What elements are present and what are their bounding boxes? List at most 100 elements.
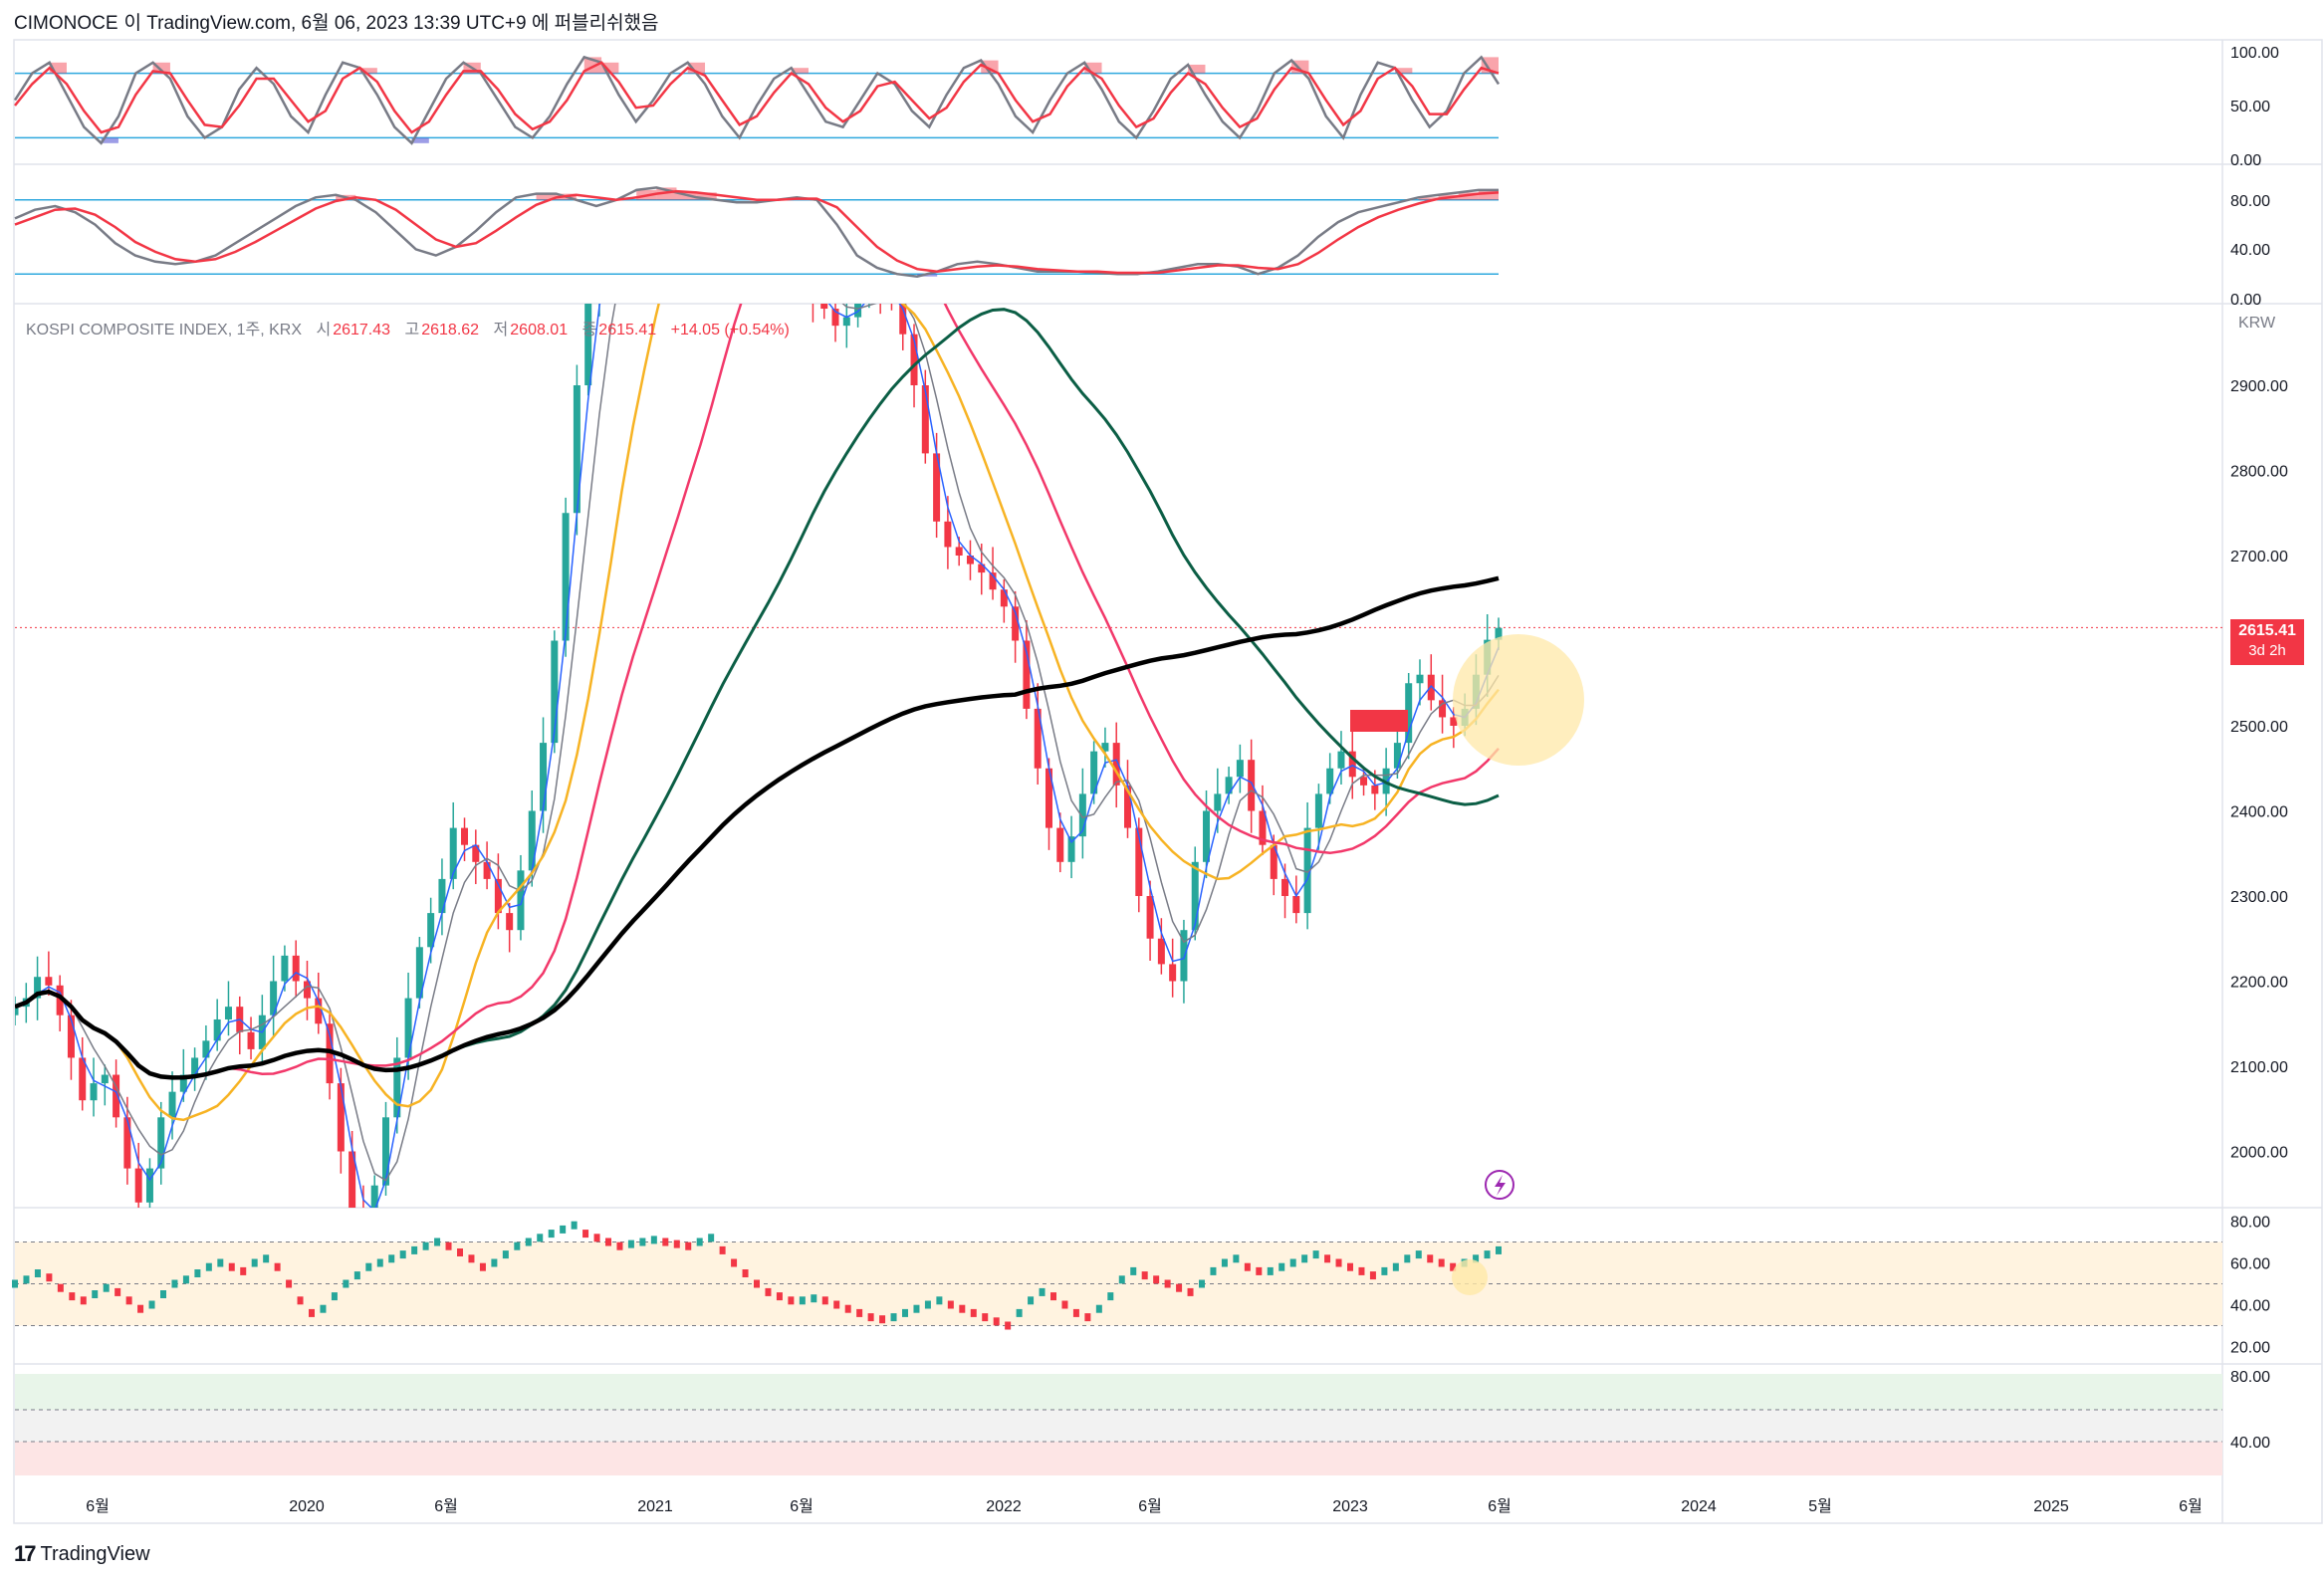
rsi-mark bbox=[1244, 1262, 1251, 1271]
rsi-mark bbox=[422, 1241, 429, 1250]
last-price-tag: 2615.41 3d 2h bbox=[2230, 619, 2304, 665]
candle-body bbox=[933, 453, 941, 522]
rsi-mark bbox=[12, 1279, 18, 1288]
rsi-mark bbox=[844, 1304, 851, 1313]
low-value: 2608.01 bbox=[510, 322, 569, 338]
time-tick-label: 2023 bbox=[1332, 1498, 1368, 1515]
rsi-mark bbox=[799, 1296, 806, 1305]
candle-body bbox=[899, 304, 907, 335]
rsi-mark bbox=[1050, 1292, 1056, 1301]
candle-body bbox=[202, 1040, 210, 1058]
candle-body bbox=[787, 249, 794, 266]
candle-body bbox=[427, 913, 435, 948]
candle-body bbox=[449, 827, 457, 879]
rsi-mark bbox=[776, 1292, 783, 1301]
candle-body bbox=[1078, 793, 1086, 837]
rsi-mark bbox=[1118, 1275, 1125, 1284]
rsi-mark bbox=[69, 1292, 76, 1301]
rsi-mark bbox=[833, 1300, 840, 1309]
ma-gray-line bbox=[15, 304, 1500, 1182]
rsi-mark bbox=[411, 1245, 418, 1254]
rsi-mark bbox=[560, 1225, 567, 1234]
candle-body bbox=[776, 232, 783, 249]
rsi-mark bbox=[1381, 1266, 1388, 1275]
tradingview-logo-icon[interactable]: 17 bbox=[14, 1541, 37, 1566]
candle-body bbox=[1124, 785, 1131, 828]
ohlc-legend: KOSPI COMPOSITE INDEX, 1주, KRX 시 2617.43 … bbox=[26, 316, 800, 339]
rsi-mark bbox=[343, 1279, 349, 1288]
chart-frame bbox=[13, 39, 2323, 1524]
rsi-mark bbox=[1233, 1254, 1240, 1263]
candle-body bbox=[438, 878, 446, 914]
bar-countdown: 3d 2h bbox=[2248, 642, 2286, 659]
candle-body bbox=[1393, 743, 1401, 769]
rsi-mark bbox=[731, 1258, 738, 1267]
candle-body bbox=[1303, 827, 1311, 914]
time-tick-label: 2021 bbox=[637, 1498, 673, 1515]
rsi-mark bbox=[309, 1308, 315, 1317]
rsi-mark bbox=[1176, 1283, 1183, 1292]
lower-band-top bbox=[15, 1374, 2222, 1410]
candle-body bbox=[1180, 930, 1188, 982]
overbought-fill bbox=[1188, 64, 1206, 74]
stoch-tick-label: 100.00 bbox=[2230, 45, 2279, 62]
candle-body bbox=[370, 1185, 378, 1208]
rsi-mark bbox=[148, 1300, 155, 1309]
candle-body bbox=[415, 947, 423, 999]
rsi-mark bbox=[605, 1238, 611, 1246]
candle-body bbox=[1270, 844, 1278, 879]
rsi-mark bbox=[993, 1317, 1000, 1326]
rsi-mark bbox=[1427, 1254, 1434, 1263]
candle-body bbox=[955, 547, 963, 556]
candle-body bbox=[966, 556, 974, 564]
high-label: 고 bbox=[404, 322, 420, 338]
symbol-title[interactable]: KOSPI COMPOSITE INDEX, 1주, KRX bbox=[26, 322, 303, 338]
candle-body bbox=[1146, 896, 1154, 939]
rsi-mark bbox=[491, 1258, 498, 1267]
rsi-mark bbox=[890, 1313, 897, 1322]
rsi-mark bbox=[650, 1236, 657, 1244]
rsi-mark bbox=[320, 1304, 327, 1313]
rsi-mark bbox=[1061, 1300, 1068, 1309]
rsi-mark bbox=[194, 1269, 201, 1277]
ma-black-line bbox=[15, 575, 1500, 1080]
rsi-mark bbox=[1450, 1262, 1457, 1271]
candle-body bbox=[1034, 708, 1042, 769]
lower-tick-label: 40.00 bbox=[2230, 1435, 2270, 1452]
rsi-mark bbox=[1369, 1271, 1376, 1280]
rsi-mark bbox=[1358, 1266, 1365, 1275]
candle-body bbox=[1045, 768, 1052, 828]
rsi-mark bbox=[365, 1262, 372, 1271]
rsi-mark bbox=[982, 1313, 989, 1322]
candle-body bbox=[708, 105, 715, 147]
rsi-mark bbox=[1256, 1266, 1263, 1275]
candle-body bbox=[1023, 640, 1031, 709]
candle-body bbox=[1012, 606, 1020, 641]
rsi-mark bbox=[673, 1240, 680, 1248]
rsi-mark bbox=[1484, 1250, 1491, 1259]
high-value: 2618.62 bbox=[421, 322, 480, 338]
overbought-fill bbox=[536, 193, 557, 200]
overbought-fill bbox=[1418, 197, 1439, 200]
candle-body bbox=[1169, 964, 1177, 982]
candle-body bbox=[1439, 700, 1447, 718]
candle-body bbox=[472, 844, 480, 862]
price-tick-label: 2800.00 bbox=[2230, 464, 2288, 481]
rsi-mark bbox=[240, 1266, 247, 1275]
price-tick-label: 2100.00 bbox=[2230, 1059, 2288, 1076]
oversold-fill bbox=[101, 137, 118, 143]
rsi-mark bbox=[1164, 1279, 1171, 1288]
time-tick-label: 6월 bbox=[1138, 1497, 1162, 1515]
candle-body bbox=[15, 1007, 19, 1015]
price-tick-label: 2500.00 bbox=[2230, 719, 2288, 736]
rsi-mark bbox=[1335, 1258, 1342, 1267]
publish-info: 이 TradingView.com, 6월 06, 2023 13:39 UTC… bbox=[123, 13, 659, 34]
rsi-mark bbox=[867, 1313, 874, 1322]
candle-body bbox=[686, 121, 693, 130]
rsi-mark bbox=[1130, 1266, 1137, 1275]
rsi-mark bbox=[1415, 1250, 1422, 1259]
candle-body bbox=[1157, 938, 1165, 965]
author-name[interactable]: CIMONOCE bbox=[14, 13, 118, 34]
candle-body bbox=[629, 198, 636, 224]
